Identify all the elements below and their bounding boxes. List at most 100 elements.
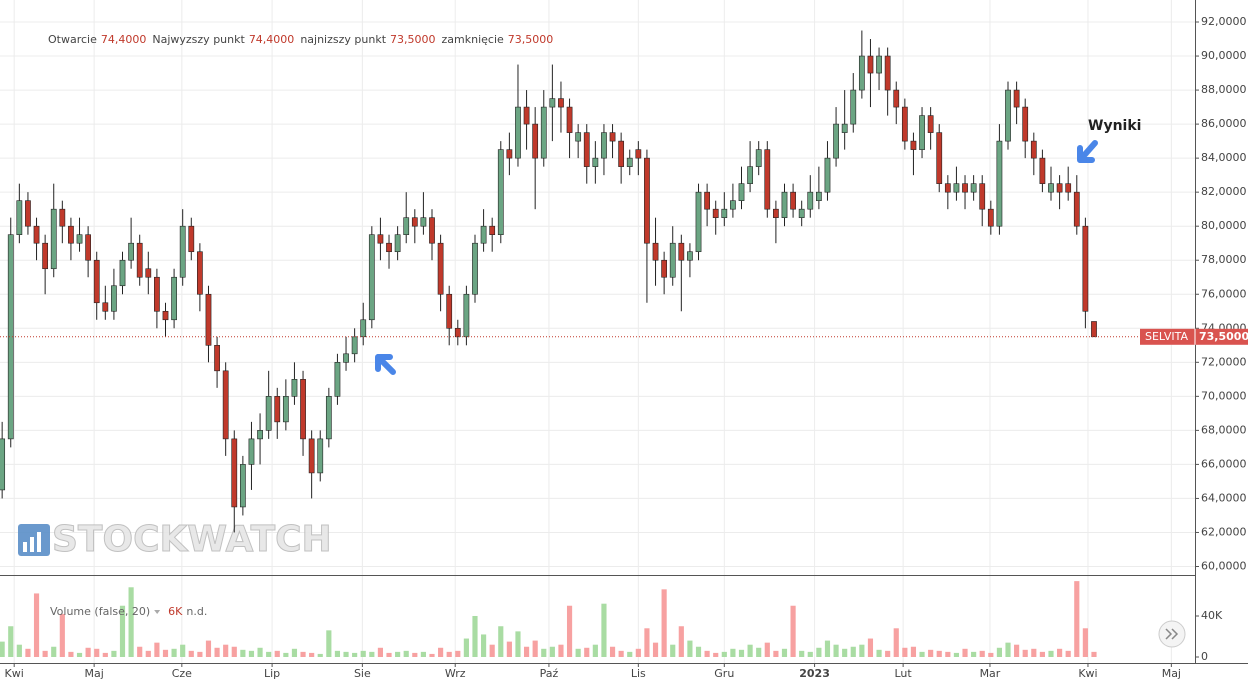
volume-bar: [326, 630, 332, 658]
candle-body: [730, 200, 736, 210]
volume-bar: [1031, 648, 1037, 658]
volume-bar: [1082, 628, 1088, 658]
volume-bar: [128, 587, 134, 658]
candle-body: [910, 140, 917, 150]
y-tick-label: 82,0000: [1201, 185, 1247, 198]
ohlc-value: 74,4000: [249, 33, 295, 46]
volume-bar: [85, 647, 91, 658]
candle-body: [377, 234, 384, 244]
y-tick-label: 60,0000: [1201, 559, 1247, 572]
candle-body: [197, 251, 203, 295]
volume-bar: [695, 646, 702, 658]
candle-body: [549, 98, 556, 108]
volume-bar: [687, 640, 693, 658]
candle-body: [188, 225, 195, 253]
volume-bar: [145, 650, 151, 658]
volume-bar: [197, 651, 203, 658]
volume-legend-label: Volume (false, 20): [50, 605, 150, 618]
candle-body: [42, 242, 49, 270]
volume-bar: [885, 650, 891, 658]
y-tick-label: 70,0000: [1201, 389, 1247, 402]
y-tick-label: 88,0000: [1201, 83, 1247, 96]
volume-bar: [919, 651, 925, 658]
candle-body: [515, 106, 521, 159]
candle-body: [678, 242, 685, 261]
candle-body: [815, 191, 822, 201]
x-tick-label: Kwi: [1078, 667, 1097, 680]
volume-bar: [240, 649, 246, 658]
volume-bar: [266, 651, 272, 658]
candle-body: [308, 438, 315, 474]
volume-bar: [910, 646, 917, 658]
volume-bar: [463, 638, 469, 658]
candle-body: [343, 353, 349, 363]
candle-body: [7, 234, 14, 440]
candle-body: [927, 115, 934, 133]
candle-body: [953, 183, 960, 193]
volume-bar: [730, 648, 736, 658]
volume-bar: [807, 651, 813, 658]
volume-bar: [283, 652, 289, 658]
candle-body: [1005, 89, 1011, 142]
volume-bar: [498, 626, 504, 658]
ohlc-value: 74,4000: [101, 33, 147, 46]
x-tick-label: Paź: [540, 667, 559, 680]
candle-body: [68, 225, 74, 244]
candle-body: [334, 362, 341, 397]
volume-bar: [119, 605, 126, 658]
y-tick-label: 76,0000: [1201, 287, 1247, 300]
x-tick-label: Lut: [895, 667, 913, 680]
volume-bar: [1014, 644, 1020, 658]
volume-bar: [635, 648, 641, 658]
watermark: STOCKWATCH: [52, 519, 332, 560]
candle-body: [893, 89, 900, 108]
volume-bars: [0, 581, 1097, 658]
volume-bar: [403, 650, 409, 658]
y-tick-label: 64,0000: [1201, 491, 1247, 504]
candle-body: [661, 259, 668, 278]
candle-body: [480, 225, 487, 244]
candle-body: [128, 242, 134, 261]
x-tick-label: Sie: [354, 667, 371, 680]
volume-bar: [566, 605, 573, 658]
volume-bar: [420, 651, 426, 658]
volume-bar: [609, 646, 616, 658]
candle-body: [790, 191, 796, 210]
volume-bar: [1022, 649, 1028, 658]
volume-bar: [1048, 650, 1054, 658]
volume-bar: [971, 651, 977, 658]
watermark-group: STOCKWATCH: [18, 519, 332, 561]
arrow: [375, 354, 396, 375]
candle-body: [919, 115, 925, 150]
volume-bar: [816, 647, 822, 658]
volume-bar: [472, 615, 478, 658]
candle-body: [867, 55, 874, 74]
candle-body: [16, 200, 23, 236]
volume-bar: [996, 647, 1002, 658]
volume-bar: [721, 651, 727, 658]
candle-body: [429, 217, 435, 244]
volume-bar: [756, 647, 762, 658]
volume-bar: [532, 640, 538, 658]
volume-bar: [1091, 651, 1097, 658]
volume-bar: [309, 652, 315, 658]
scroll-button[interactable]: [1158, 620, 1186, 648]
candle-body: [721, 208, 728, 218]
candle-body: [669, 242, 676, 278]
volume-bar: [790, 605, 796, 658]
volume-bar: [1065, 650, 1071, 658]
candle-body: [575, 132, 582, 142]
volume-legend: Volume (false, 20) 6K n.d.: [50, 605, 207, 618]
ohlc-value: 73,5000: [508, 33, 554, 46]
candle-body: [368, 234, 375, 321]
volume-bar: [162, 649, 169, 658]
candle-body: [25, 200, 31, 227]
volume-bar: [257, 647, 263, 658]
candle-body: [325, 396, 332, 440]
volume-bar: [25, 648, 31, 658]
candle-body: [695, 191, 702, 253]
candle-body: [1082, 225, 1089, 312]
volume-bar: [799, 650, 805, 658]
